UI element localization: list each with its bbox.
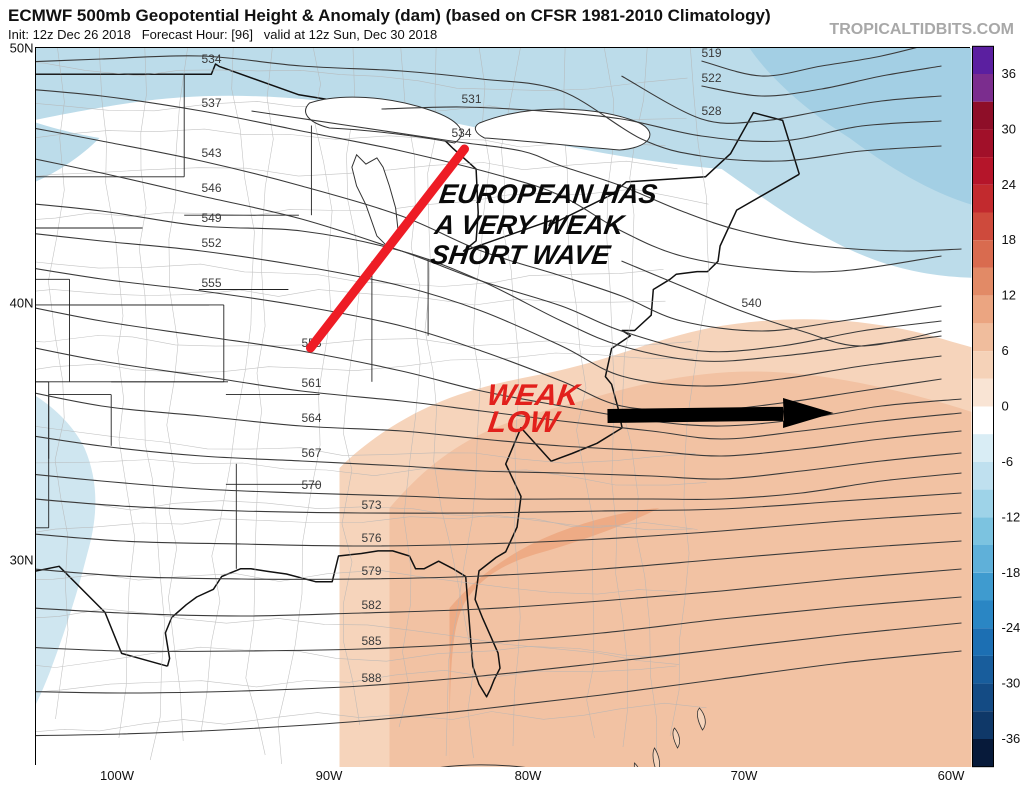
svg-text:6: 6 xyxy=(1001,343,1008,358)
svg-text:564: 564 xyxy=(301,411,321,425)
svg-text:582: 582 xyxy=(361,598,381,612)
svg-text:-18: -18 xyxy=(1001,565,1020,580)
svg-text:30: 30 xyxy=(1001,121,1015,136)
svg-text:567: 567 xyxy=(301,446,321,460)
svg-text:EUROPEAN HAS: EUROPEAN HAS xyxy=(437,178,659,209)
svg-text:24: 24 xyxy=(1001,177,1015,192)
svg-text:A VERY WEAK: A VERY WEAK xyxy=(432,209,628,240)
svg-text:522: 522 xyxy=(701,71,721,85)
svg-text:543: 543 xyxy=(201,146,221,160)
svg-text:36: 36 xyxy=(1001,66,1015,81)
svg-text:-12: -12 xyxy=(1001,509,1020,524)
svg-text:-24: -24 xyxy=(1001,620,1020,635)
svg-text:534: 534 xyxy=(451,126,471,140)
svg-text:519: 519 xyxy=(701,46,721,60)
svg-text:585: 585 xyxy=(361,634,381,648)
svg-text:-6: -6 xyxy=(1001,454,1013,469)
svg-text:561: 561 xyxy=(301,376,321,390)
svg-text:534: 534 xyxy=(201,52,221,66)
svg-text:0: 0 xyxy=(1001,399,1008,414)
svg-text:570: 570 xyxy=(301,478,321,492)
svg-text:549: 549 xyxy=(201,211,221,225)
svg-text:573: 573 xyxy=(361,498,381,512)
svg-text:SHORT WAVE: SHORT WAVE xyxy=(428,239,612,270)
svg-text:18: 18 xyxy=(1001,232,1015,247)
svg-text:528: 528 xyxy=(701,104,721,118)
svg-text:-30: -30 xyxy=(1001,676,1020,691)
svg-text:-36: -36 xyxy=(1001,731,1020,746)
svg-text:LOW: LOW xyxy=(486,406,563,439)
svg-text:546: 546 xyxy=(201,181,221,195)
svg-text:588: 588 xyxy=(361,671,381,685)
svg-text:12: 12 xyxy=(1001,288,1015,303)
svg-text:552: 552 xyxy=(201,236,221,250)
svg-text:540: 540 xyxy=(741,296,761,310)
svg-text:531: 531 xyxy=(461,92,481,106)
svg-text:579: 579 xyxy=(361,564,381,578)
svg-text:537: 537 xyxy=(201,96,221,110)
svg-text:576: 576 xyxy=(361,531,381,545)
svg-text:555: 555 xyxy=(201,276,221,290)
